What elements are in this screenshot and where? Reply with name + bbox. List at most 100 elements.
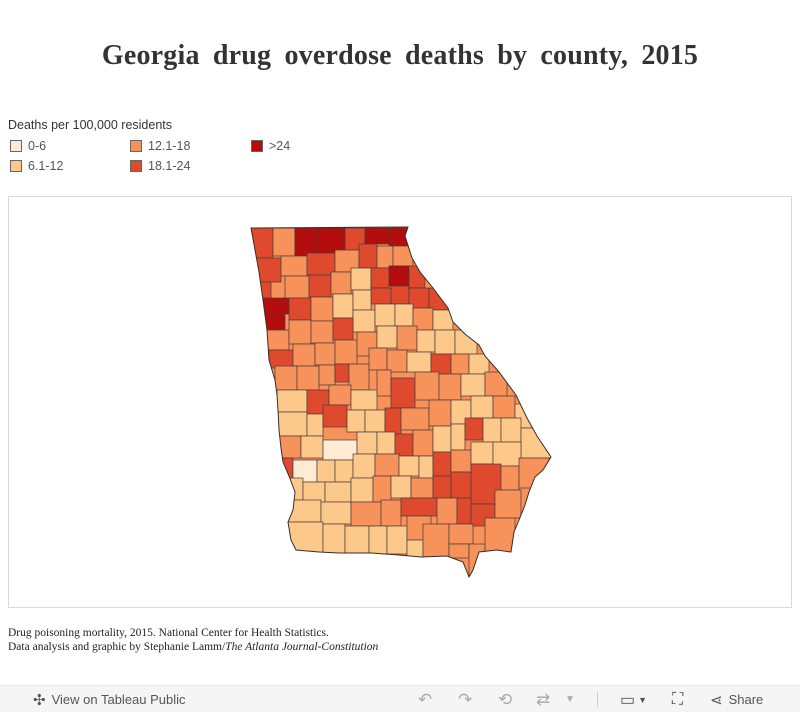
county[interactable] xyxy=(450,471,472,499)
download-button[interactable]: ▭ ▼ xyxy=(620,686,647,713)
county[interactable] xyxy=(316,459,336,483)
county[interactable] xyxy=(280,255,308,277)
county[interactable] xyxy=(450,449,472,473)
county[interactable] xyxy=(350,477,374,503)
county[interactable] xyxy=(422,523,450,559)
county[interactable] xyxy=(492,395,516,419)
county[interactable] xyxy=(500,417,522,443)
county[interactable] xyxy=(318,364,336,386)
county[interactable] xyxy=(348,363,370,391)
county[interactable] xyxy=(428,287,450,311)
view-on-tableau-button[interactable]: ✣ View on Tableau Public xyxy=(33,686,186,713)
county[interactable] xyxy=(394,303,414,327)
county[interactable] xyxy=(384,407,402,435)
county[interactable] xyxy=(314,342,336,366)
county[interactable] xyxy=(432,425,452,453)
county[interactable] xyxy=(418,455,434,479)
legend-item-over-24[interactable]: >24 xyxy=(251,139,290,153)
county[interactable] xyxy=(428,399,452,427)
county[interactable] xyxy=(484,371,508,397)
county[interactable] xyxy=(288,319,312,345)
redo-button[interactable]: ↷ xyxy=(458,686,472,713)
county[interactable] xyxy=(346,409,366,433)
county[interactable] xyxy=(372,475,392,503)
county[interactable] xyxy=(296,365,320,391)
county[interactable] xyxy=(350,267,372,291)
county[interactable] xyxy=(320,501,352,525)
county[interactable] xyxy=(280,477,304,501)
county[interactable] xyxy=(464,417,484,441)
fullscreen-button[interactable]: ⛶ xyxy=(672,686,683,713)
refresh-button[interactable]: ⇄ xyxy=(536,686,550,713)
county[interactable] xyxy=(268,349,294,369)
county[interactable] xyxy=(434,329,456,355)
county[interactable] xyxy=(368,525,388,555)
county[interactable] xyxy=(316,227,346,254)
refresh-dropdown[interactable]: ▼ xyxy=(565,686,575,713)
county[interactable] xyxy=(350,501,382,527)
county[interactable] xyxy=(436,497,458,525)
county[interactable] xyxy=(370,287,392,305)
county[interactable] xyxy=(376,431,396,455)
county[interactable] xyxy=(288,297,312,321)
county[interactable] xyxy=(492,441,522,467)
county[interactable] xyxy=(416,329,436,353)
county[interactable] xyxy=(406,539,424,559)
share-button[interactable]: ⋖ Share xyxy=(710,686,763,713)
county[interactable] xyxy=(380,499,402,527)
legend-item-12-18[interactable]: 12.1-18 xyxy=(130,139,190,153)
county[interactable] xyxy=(448,523,474,545)
legend-item-0-6[interactable]: 0-6 xyxy=(10,139,46,153)
county[interactable] xyxy=(396,325,418,351)
county[interactable] xyxy=(398,455,420,477)
county[interactable] xyxy=(334,459,354,483)
county[interactable] xyxy=(276,411,308,437)
county[interactable] xyxy=(390,475,412,499)
county[interactable] xyxy=(306,413,324,437)
county[interactable] xyxy=(400,497,438,517)
county[interactable] xyxy=(310,296,334,322)
county[interactable] xyxy=(412,429,434,457)
revert-button[interactable]: ⟲ xyxy=(498,686,512,713)
county[interactable] xyxy=(332,293,354,319)
county[interactable] xyxy=(332,317,354,341)
county[interactable] xyxy=(284,275,310,299)
county[interactable] xyxy=(400,407,430,431)
county[interactable] xyxy=(330,271,352,295)
county[interactable] xyxy=(286,521,324,555)
undo-button[interactable]: ↶ xyxy=(418,686,432,713)
county[interactable] xyxy=(322,404,348,428)
county[interactable] xyxy=(322,523,346,555)
county[interactable] xyxy=(410,477,434,499)
county[interactable] xyxy=(390,285,410,305)
county[interactable] xyxy=(484,517,516,555)
county[interactable] xyxy=(460,373,486,397)
county[interactable] xyxy=(414,371,440,401)
county[interactable] xyxy=(364,409,386,433)
county[interactable] xyxy=(364,227,390,245)
county[interactable] xyxy=(356,431,378,455)
county[interactable] xyxy=(408,265,426,289)
county[interactable] xyxy=(392,245,414,267)
county[interactable] xyxy=(358,243,378,269)
county[interactable] xyxy=(310,320,334,344)
county[interactable] xyxy=(272,227,296,257)
county[interactable] xyxy=(448,543,470,559)
county[interactable] xyxy=(520,427,551,459)
county[interactable] xyxy=(432,475,452,499)
county[interactable] xyxy=(251,227,274,259)
county[interactable] xyxy=(300,435,324,459)
county[interactable] xyxy=(430,353,452,375)
county[interactable] xyxy=(450,353,470,375)
county[interactable] xyxy=(482,417,502,443)
legend-item-18-24[interactable]: 18.1-24 xyxy=(130,159,190,173)
county[interactable] xyxy=(432,451,452,477)
county[interactable] xyxy=(470,395,494,419)
county[interactable] xyxy=(344,525,370,555)
county[interactable] xyxy=(374,453,400,477)
county[interactable] xyxy=(450,423,466,451)
county[interactable] xyxy=(456,497,472,525)
county[interactable] xyxy=(370,267,390,289)
county[interactable] xyxy=(308,274,332,298)
county[interactable] xyxy=(324,481,352,503)
